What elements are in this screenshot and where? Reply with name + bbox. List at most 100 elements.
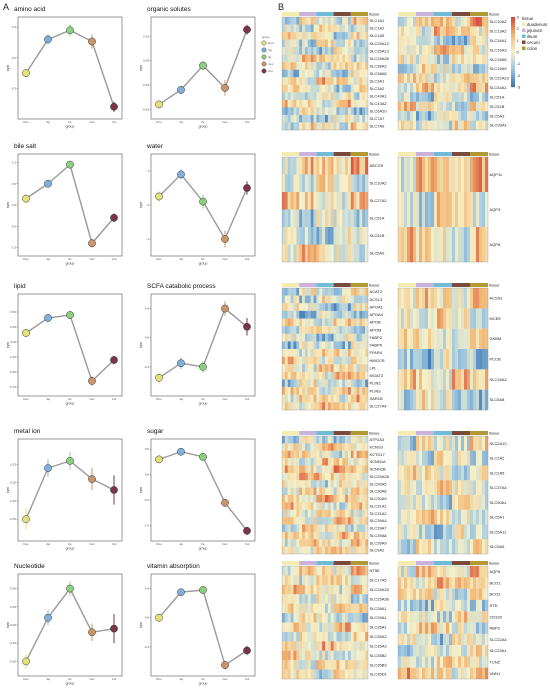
x-tick-label: Ile — [201, 677, 205, 681]
heatmap-cell — [398, 101, 402, 112]
heatmap-cell — [339, 509, 343, 518]
heatmap-cell — [464, 495, 468, 510]
heatmap-cell — [284, 669, 288, 680]
heatmap-cell — [434, 480, 438, 496]
heatmap-cell — [434, 465, 438, 481]
heatmap-cell — [359, 603, 363, 614]
heatmap-cell — [455, 349, 459, 370]
gene-label: SLC10A2 — [370, 181, 388, 186]
heatmap-cell — [333, 603, 337, 614]
heatmap-cell — [299, 92, 303, 101]
heatmap-cell — [307, 480, 311, 488]
heatmap-cell — [287, 32, 291, 40]
heatmap-cell — [464, 73, 468, 84]
heatmap-cell — [316, 594, 320, 604]
heatmap-cell — [476, 82, 480, 93]
heatmap-cell — [347, 32, 351, 40]
heatmap-cell — [350, 480, 354, 488]
y-tick-label: -0.50 — [9, 517, 16, 521]
gene-label: SLC51A — [370, 216, 385, 221]
heatmap-cell — [284, 349, 288, 357]
heatmap-cell — [407, 495, 411, 510]
heatmap-cell — [350, 546, 354, 555]
heatmap-cell — [446, 480, 450, 496]
heatmap-cell — [410, 73, 414, 84]
heatmap-cell — [302, 660, 306, 670]
heatmap-cell — [293, 107, 297, 116]
heatmap-cell — [339, 326, 343, 334]
heatmap-cell — [327, 509, 331, 518]
heatmap-cell — [302, 566, 306, 576]
heatmap-cell — [461, 599, 465, 612]
heatmap-cell — [440, 495, 444, 510]
heatmap-cell — [342, 641, 346, 651]
heatmap-cell — [362, 244, 366, 263]
heatmap-cell — [353, 539, 357, 547]
gene-label: HMGCR — [370, 358, 385, 363]
heatmap-cell — [336, 402, 340, 411]
heatmap-cell — [304, 84, 308, 93]
tissue-header: tissue — [369, 283, 380, 288]
heatmap-cell — [287, 288, 291, 296]
heatmap-cell — [302, 546, 306, 555]
heatmap-cell — [434, 120, 438, 131]
heatmap-cell — [293, 509, 297, 518]
heatmap-cell — [452, 436, 456, 451]
heatmap-cell — [434, 73, 438, 84]
heatmap-cell — [473, 92, 477, 102]
heatmap-cell — [461, 577, 465, 589]
heatmap-cell — [339, 379, 343, 388]
heatmap-cell — [449, 524, 453, 540]
heatmap-cell — [413, 120, 417, 131]
heatmap-cell — [290, 69, 294, 78]
heatmap-cell — [485, 465, 489, 481]
heatmap-cell — [330, 54, 334, 63]
heatmap-cell — [410, 92, 414, 102]
heatmap-cell — [339, 192, 343, 210]
x-tick-label: Jej — [46, 257, 50, 261]
heatmap-cell — [437, 82, 441, 93]
heatmap-cell — [365, 660, 369, 670]
heatmap-cell — [479, 436, 483, 451]
heatmap-cell — [347, 318, 351, 327]
heatmap-cell — [437, 349, 441, 370]
heatmap-cell — [284, 458, 288, 466]
heatmap-cell — [446, 577, 450, 589]
heatmap-cell — [347, 39, 351, 48]
heatmap-cell — [413, 45, 417, 55]
heatmap-cell — [452, 633, 456, 646]
heatmap-cell — [302, 458, 306, 466]
heatmap-cell — [330, 524, 334, 533]
heatmap-cell — [467, 436, 471, 451]
heatmap-cell — [316, 47, 320, 55]
heatmap-cell — [347, 333, 351, 342]
heatmap-cell — [476, 369, 480, 390]
heatmap-cell — [401, 92, 405, 102]
heatmap-cell — [446, 26, 450, 36]
heatmap-cell — [422, 622, 426, 634]
heatmap-cell — [350, 295, 354, 304]
heatmap-cell — [336, 114, 340, 123]
heatmap-cell — [327, 387, 331, 395]
x-tick-label: Cec — [89, 257, 95, 261]
heatmap-cell — [467, 328, 471, 350]
heatmap-cell — [350, 402, 354, 411]
y-tick-label: -0.50 — [9, 659, 16, 663]
heatmap-cell — [333, 244, 337, 263]
heatmap-cell — [339, 341, 343, 350]
heatmap-cell — [446, 111, 450, 121]
heatmap-cell — [302, 531, 306, 540]
heatmap-cell — [416, 611, 420, 623]
heatmap-cell — [345, 295, 349, 304]
heatmap-cell — [350, 443, 354, 451]
heatmap-cell — [313, 295, 317, 304]
heatmap-cell — [319, 99, 323, 108]
heatmap-cell — [362, 443, 366, 451]
heatmap-cell — [342, 349, 346, 357]
y-tick-label: -0.75 — [9, 385, 16, 389]
heatmap-cell — [284, 631, 288, 642]
heatmap-cell — [434, 308, 438, 329]
gene-label: SLC29A1 — [370, 615, 388, 620]
heatmap-cell — [327, 157, 331, 175]
heatmap-cell — [467, 73, 471, 84]
